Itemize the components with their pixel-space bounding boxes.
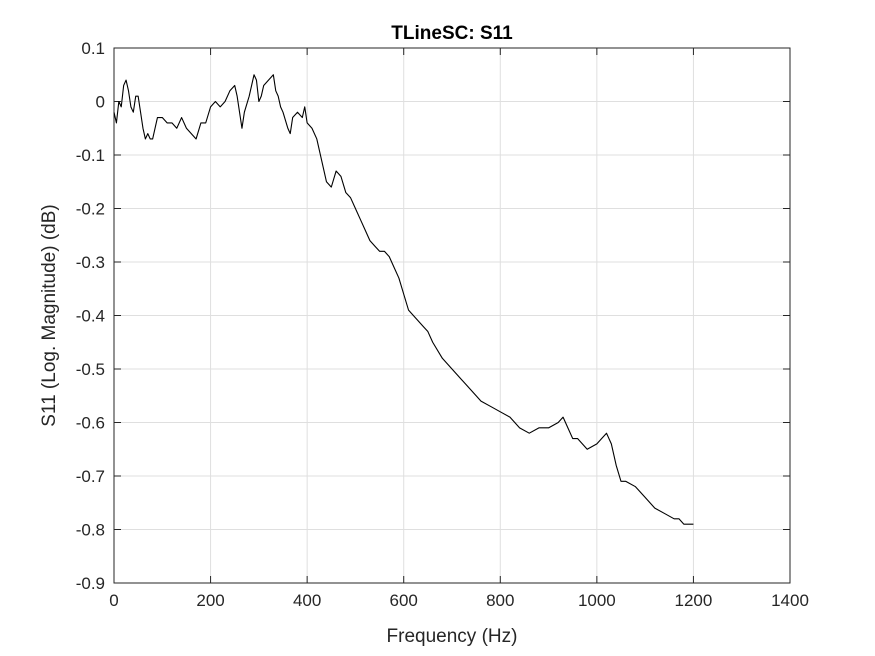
axis-ticks [113,47,791,584]
x-tick-label: 600 [390,591,418,610]
tick-labels: 0 200 400 600 800 1000 1200 1400 0.1 0 -0.1 -0.2 -0.… [76,39,809,610]
y-tick-label: -0.1 [76,146,105,165]
x-tick-label: 1000 [578,591,616,610]
y-tick-label: -0.2 [76,200,105,219]
y-axis-title: S11 (Log. Magnitude) (dB) [39,204,60,427]
s11-series-line [113,74,694,525]
x-tick-label: 0 [109,591,118,610]
y-tick-label: -0.8 [76,521,105,540]
y-tick-label: -0.6 [76,414,105,433]
y-tick-label: -0.7 [76,467,105,486]
y-tick-label: -0.5 [76,360,105,379]
x-axis-title: Frequency (Hz) [387,626,518,647]
x-tick-label: 800 [486,591,514,610]
y-tick-label: 0 [96,93,105,112]
chart-title: TLineSC: S11 [391,23,513,44]
x-tick-label: 200 [196,591,224,610]
y-tick-label: 0.1 [81,39,105,58]
y-tick-label: -0.9 [76,574,105,593]
y-tick-label: -0.4 [76,307,105,326]
x-tick-label: 1400 [771,591,809,610]
y-tick-label: -0.3 [76,253,105,272]
x-tick-label: 400 [293,591,321,610]
x-tick-label: 1200 [675,591,713,610]
